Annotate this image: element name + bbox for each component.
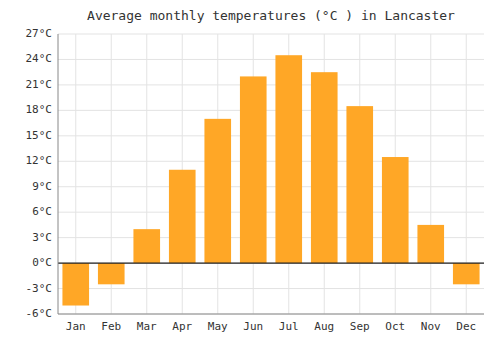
x-tick-label: Nov [421, 320, 441, 333]
x-axis: Jan Feb Mar Apr May Jun Jul Aug Sep Oct Nov Dec [66, 320, 476, 333]
y-tick-label: 24°C [26, 52, 53, 65]
bar [169, 170, 196, 263]
grid-line [58, 59, 484, 60]
grid-line [58, 135, 484, 136]
y-tick-label: 6°C [32, 205, 52, 218]
y-tick-label: 9°C [32, 180, 52, 193]
bars [62, 55, 479, 305]
grid-line [58, 110, 484, 111]
bar [275, 55, 302, 263]
grid-line [58, 314, 484, 315]
y-tick-label: 0°C [32, 256, 52, 269]
x-tick-label: Jul [279, 320, 299, 333]
x-tick-label: Feb [101, 320, 121, 333]
bar [382, 157, 409, 263]
y-axis-line [58, 34, 59, 314]
x-tick-label: May [208, 320, 228, 333]
bar [311, 72, 338, 263]
grid-line [58, 34, 484, 35]
x-tick-label: Aug [314, 320, 334, 333]
grid-line [58, 288, 484, 289]
grid [58, 34, 484, 314]
y-tick-label: -6°C [26, 307, 53, 320]
grid-line [146, 34, 147, 314]
x-tick-label: Apr [172, 320, 192, 333]
x-axis-line [58, 314, 484, 315]
grid-line [430, 34, 431, 314]
y-tick-label: 12°C [26, 154, 53, 167]
bar [62, 263, 89, 305]
bar [204, 119, 231, 263]
title: Average monthly temperatures (°C ) in La… [87, 8, 455, 23]
grid-line [58, 263, 484, 264]
grid-line [58, 84, 484, 85]
grid-line [58, 161, 484, 162]
x-tick-label: Dec [456, 320, 476, 333]
y-tick-label: 18°C [26, 103, 53, 116]
y-axis: -6°C -3°C 0°C 3°C 6°C 9°C 12°C 15°C 18°C 21°C 24°C… [26, 27, 53, 320]
bar [346, 106, 373, 263]
y-tick-label: 15°C [26, 129, 53, 142]
zero-line [58, 262, 484, 263]
bar [417, 225, 444, 263]
y-tick-label: 3°C [32, 231, 52, 244]
bar [133, 229, 160, 263]
x-tick-label: Sep [350, 320, 370, 333]
y-tick-label: -3°C [26, 282, 53, 295]
x-tick-label: Jun [243, 320, 263, 333]
bar [453, 263, 480, 284]
y-tick-label: 21°C [26, 78, 53, 91]
x-tick-label: Mar [137, 320, 157, 333]
grid-line [58, 186, 484, 187]
chart: -6°C -3°C 0°C 3°C 6°C 9°C 12°C 15°C 18°C 21°C 24°C… [0, 0, 500, 350]
bar [240, 76, 267, 263]
bar [98, 263, 125, 284]
y-tick-label: 27°C [26, 27, 53, 40]
x-tick-label: Jan [66, 320, 86, 333]
grid-line [58, 212, 484, 213]
x-tick-label: Oct [385, 320, 405, 333]
